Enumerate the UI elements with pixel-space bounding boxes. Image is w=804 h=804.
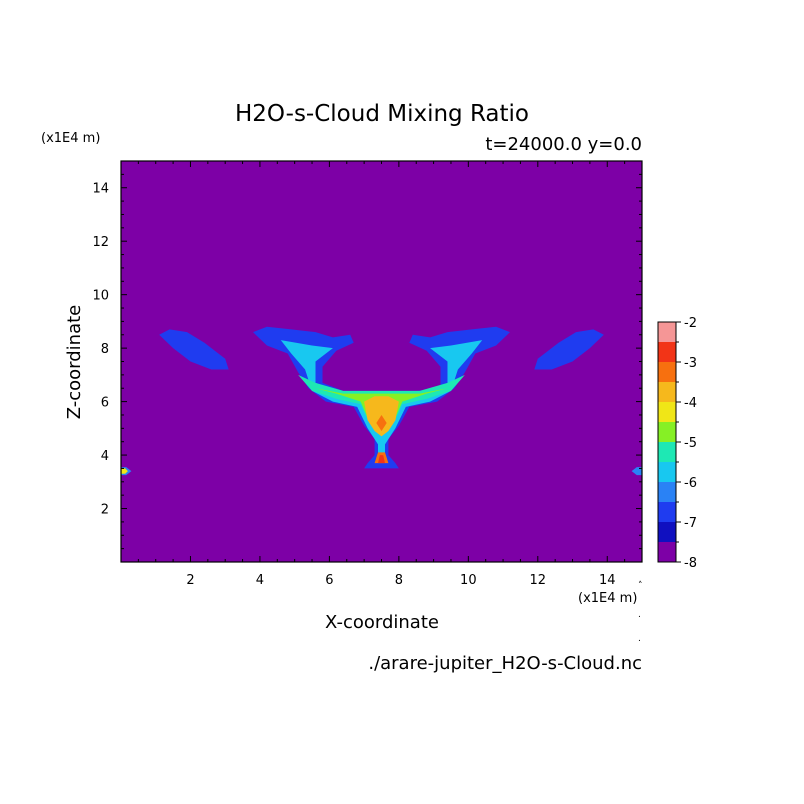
contour-region: [378, 455, 385, 464]
colorbar-tick-label: -4: [684, 396, 697, 411]
y-tick-label: 6: [101, 396, 109, 411]
colorbar-swatch: [658, 402, 676, 422]
colorbar-swatch: [658, 422, 676, 442]
colorbar-tick-label: -8: [684, 556, 697, 571]
colorbar-tick-label: -5: [684, 436, 697, 451]
x-unit-label: (x1E4 m): [578, 591, 637, 606]
colorbar-swatch: [658, 382, 676, 402]
x-tick-label: 2: [186, 573, 194, 588]
colorbar: -2 -3 -4 -5 -6 -7 -8: [657, 316, 697, 571]
colorbar-swatch: [658, 522, 676, 542]
colorbar-tick-label: -7: [684, 516, 697, 531]
y-tick-label: 10: [92, 289, 109, 304]
colorbar-tick-label: -2: [684, 316, 697, 331]
x-tick-label: 10: [460, 573, 477, 588]
contour-regions: [121, 326, 642, 476]
plot-area: 2 4 6 8 10 12 14 2 4 6 8 10 12 14: [92, 160, 643, 588]
colorbar-swatch: [658, 362, 676, 382]
x-tick-label: 8: [395, 573, 403, 588]
contour-region: [631, 467, 642, 476]
chart-title: H2O-s-Cloud Mixing Ratio: [235, 101, 529, 127]
x-axis-label: X-coordinate: [325, 612, 439, 633]
source-file-label: ./arare-jupiter_H2O-s-Cloud.nc: [368, 653, 642, 674]
y-tick-label: 4: [101, 449, 109, 464]
y-unit-label: (x1E4 m): [41, 131, 100, 146]
y-tick-label: 2: [101, 503, 109, 518]
colorbar-tick-label: -3: [684, 356, 697, 371]
corner-marks: ˄ . .: [638, 581, 643, 644]
contour-region: [121, 468, 128, 474]
x-tick-label: 14: [599, 573, 616, 588]
corner-mark: ˄: [638, 581, 643, 591]
contour-region: [376, 415, 387, 431]
x-tick-label: 12: [530, 573, 547, 588]
colorbar-tick-label: -6: [684, 476, 697, 491]
colorbar-swatch: [658, 502, 676, 522]
colorbar-swatch: [658, 322, 676, 342]
x-axis-ticks: 2 4 6 8 10 12 14: [137, 161, 626, 588]
corner-mark: .: [638, 634, 641, 644]
chart-subtitle: t=24000.0 y=0.0: [485, 134, 642, 155]
corner-mark: .: [638, 610, 641, 620]
y-tick-label: 8: [101, 342, 109, 357]
x-tick-label: 6: [325, 573, 333, 588]
colorbar-swatch: [658, 442, 676, 462]
colorbar-swatch: [658, 542, 676, 562]
colorbar-swatch: [658, 462, 676, 482]
colorbar-swatch: [658, 342, 676, 362]
y-axis-ticks: 2 4 6 8 10 12 14: [92, 173, 642, 550]
contour-region: [534, 329, 604, 370]
y-axis-label: Z-coordinate: [64, 305, 85, 420]
contour-region: [159, 329, 229, 370]
y-tick-label: 14: [92, 182, 109, 197]
x-tick-label: 4: [256, 573, 264, 588]
colorbar-swatch: [658, 482, 676, 502]
y-tick-label: 12: [92, 235, 109, 250]
